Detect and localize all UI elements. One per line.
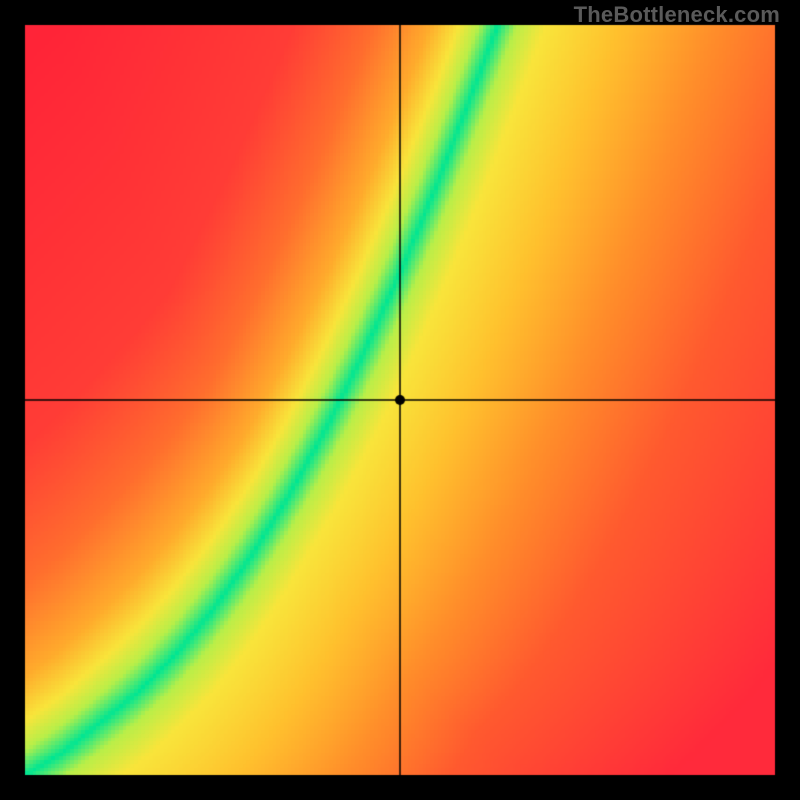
watermark-label: TheBottleneck.com <box>574 2 780 28</box>
bottleneck-heatmap-chart: TheBottleneck.com <box>0 0 800 800</box>
heatmap-canvas <box>0 0 800 800</box>
